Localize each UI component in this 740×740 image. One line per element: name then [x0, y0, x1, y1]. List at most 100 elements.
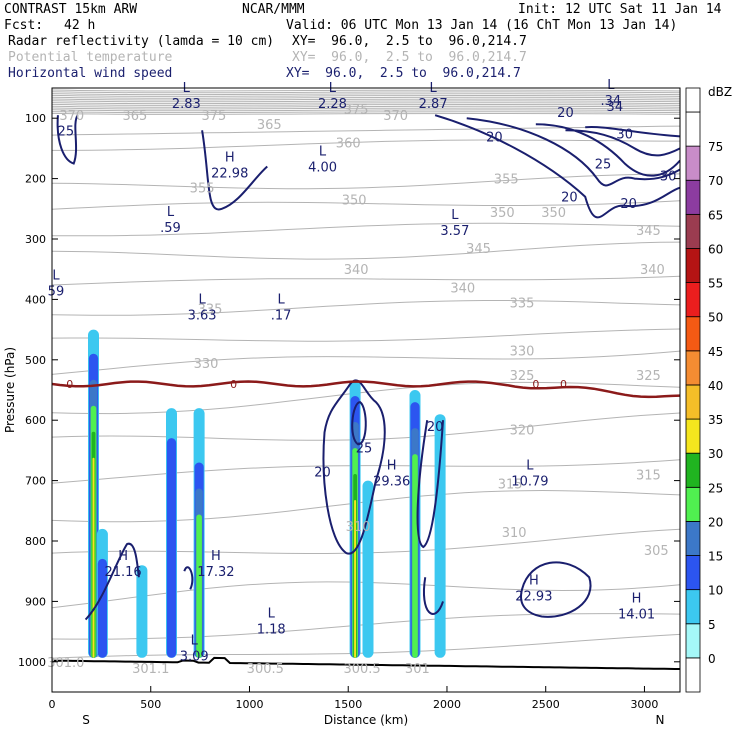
- extremum-value: 4.00: [308, 161, 337, 176]
- x-tick-label: 500: [140, 698, 161, 711]
- theta-contour: [52, 275, 680, 286]
- theta-contour-label: 320: [510, 423, 535, 438]
- colorbar-level-label: 20: [708, 515, 723, 529]
- theta-contour-label: 325: [510, 369, 535, 384]
- colorbar-unit: dBZ: [708, 85, 732, 99]
- extremum-marker: L: [183, 81, 191, 96]
- y-tick-label: 700: [25, 475, 46, 488]
- extremum-value: 22.93: [515, 589, 552, 604]
- reflectivity-column: [97, 558, 107, 658]
- colorbar-swatch: [685, 452, 701, 488]
- theta-contour: [52, 222, 680, 237]
- init-time: Init: 12 UTC Sat 11 Jan 14: [518, 2, 722, 17]
- theta-contour-label: 375: [344, 103, 369, 118]
- theta-contour-label: 301: [405, 662, 430, 677]
- freezing-level-label: 0: [532, 378, 539, 391]
- wind-contour: [466, 117, 680, 187]
- y-tick-label: 300: [25, 233, 46, 246]
- extremum-value: 21.16: [104, 565, 141, 580]
- theta-contour-label: 330: [510, 345, 535, 360]
- extremum-marker: L: [277, 292, 285, 307]
- colorbar-level-label: 5: [708, 618, 716, 632]
- forecast-label: Fcst:: [4, 18, 44, 33]
- theta-contour-label: 365: [123, 109, 148, 124]
- theta-contour-label: 365: [257, 118, 282, 133]
- colorbar-level-label: 45: [708, 345, 723, 359]
- theta-contour: [52, 105, 680, 108]
- reflectivity-column: [362, 480, 374, 658]
- theta-contour-label: 350: [541, 206, 566, 221]
- theta-contour-label: 340: [450, 281, 475, 296]
- extremum-value: .17: [271, 308, 292, 323]
- extremum-marker: L: [430, 81, 438, 96]
- field-potential-temperature-xy: XY= 96.0, 2.5 to 96.0,214.7: [292, 50, 527, 65]
- colorbar-swatch: [685, 248, 701, 283]
- theta-contour: [52, 94, 680, 97]
- wind-contour-label: 25: [356, 441, 373, 456]
- extremum-marker: L: [191, 634, 199, 649]
- extremum-value: 2.28: [318, 97, 347, 112]
- extremum-value: 14.01: [618, 607, 655, 622]
- extremum-marker: L: [52, 268, 60, 283]
- x-tick-label: 1000: [235, 698, 263, 711]
- wind-contour-label: 20: [314, 466, 331, 481]
- theta-contour-label: 300.5: [343, 662, 380, 677]
- theta-contour-label: 340: [640, 263, 665, 278]
- colorbar-level-label: 15: [708, 550, 723, 564]
- theta-contour-label: 340: [344, 263, 369, 278]
- theta-contour-label: 310: [502, 526, 527, 541]
- colorbar-swatch: [685, 350, 701, 386]
- colorbar-level-label: 40: [708, 379, 723, 393]
- colorbar-swatch: [685, 384, 701, 420]
- reflectivity-column: [434, 414, 446, 658]
- plot-area: [52, 89, 680, 670]
- extremum-marker: H: [529, 573, 539, 588]
- terrain-line: [52, 656, 680, 670]
- y-tick-label: 1000: [18, 656, 46, 669]
- theta-contour: [52, 111, 680, 114]
- wind-contour: [535, 123, 680, 177]
- theta-contour: [52, 241, 680, 260]
- extremum-value: 59: [48, 284, 65, 299]
- theta-contour-label: 355: [494, 173, 519, 188]
- reflectivity-column: [412, 454, 418, 658]
- colorbar-swatch: [685, 589, 701, 625]
- wind-contour: [201, 130, 268, 211]
- theta-contour-label: 301.1: [132, 662, 169, 677]
- wind-contour-label: 30: [660, 170, 677, 185]
- valid-time: Valid: 06 UTC Mon 13 Jan 14 (16 ChT Mon …: [286, 18, 678, 33]
- theta-contour: [52, 350, 680, 375]
- org-title: NCAR/MMM: [242, 2, 305, 17]
- theta-contour: [52, 109, 680, 112]
- reflectivity-column: [136, 565, 148, 658]
- colorbar-level-label: 70: [708, 174, 723, 188]
- extremum-marker: L: [319, 145, 327, 160]
- wind-contour: [322, 379, 386, 555]
- theta-contour: [52, 412, 680, 441]
- wind-contour-label: 20: [620, 197, 637, 212]
- extremum-marker: L: [329, 81, 337, 96]
- colorbar-swatch: [685, 657, 701, 693]
- theta-contour: [52, 89, 680, 92]
- theta-contour-label: 315: [498, 478, 523, 493]
- freezing-level-line: [52, 380, 680, 399]
- colorbar-swatch: [685, 486, 701, 522]
- colorbar-swatch: [685, 145, 701, 181]
- extremum-value: 3.09: [180, 650, 209, 665]
- theta-contour-label: 345: [636, 224, 661, 239]
- theta-contour-label: 370: [59, 109, 84, 124]
- theta-contour-label: 360: [336, 136, 361, 151]
- theta-contour-label: 335: [198, 302, 223, 317]
- theta-contour-label: 325: [636, 369, 661, 384]
- theta-contour: [52, 112, 680, 115]
- wind-contour: [434, 114, 680, 219]
- theta-contour: [52, 125, 680, 136]
- extremum-value: 22.98: [211, 167, 248, 182]
- reflectivity-column: [166, 438, 177, 658]
- wind-contour-label: 34: [607, 100, 624, 115]
- colorbar-swatch: [685, 111, 701, 147]
- freezing-level-label: 0: [66, 378, 73, 391]
- x-tick-label: 0: [49, 698, 56, 711]
- wind-contour: [423, 577, 444, 615]
